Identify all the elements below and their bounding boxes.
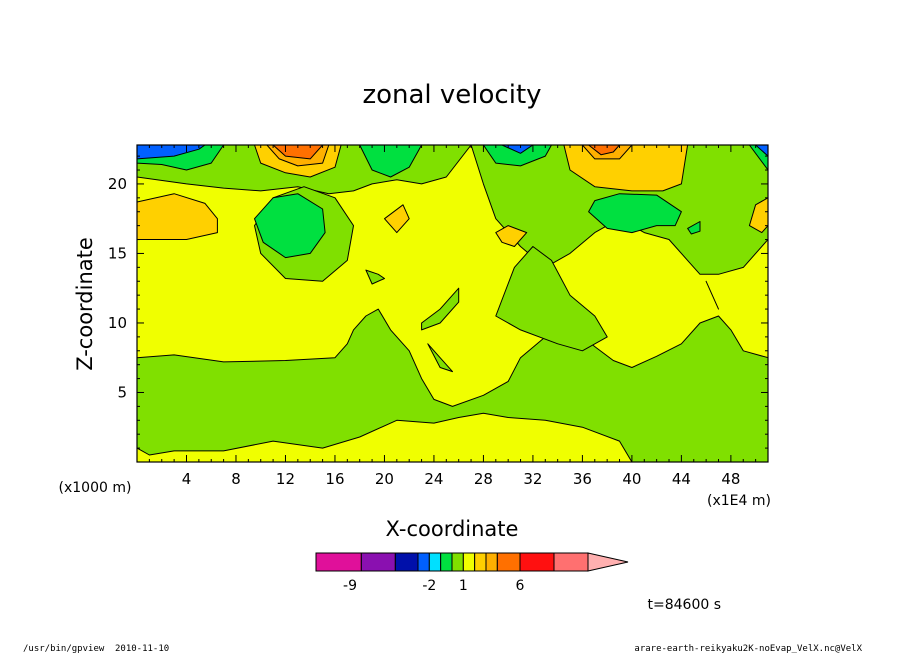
x-tick-label-6: 28	[474, 470, 493, 488]
contour-region-25	[748, 197, 768, 234]
colorbar-swatch-3	[417, 552, 430, 572]
contour-region-9	[705, 280, 719, 310]
x-axis: 4 8 12 16 20 24 28 32 36 40 44 48	[148, 145, 757, 488]
contour-region-18	[501, 145, 534, 154]
contour-fills	[137, 145, 768, 462]
contour-region-8	[427, 343, 453, 373]
colorbar-label-0: -9	[343, 578, 357, 594]
y-tick-label-0: 5	[117, 383, 127, 401]
x-tick-label-3: 16	[325, 470, 344, 488]
contour-region-19	[755, 145, 768, 157]
x-tick-label-10: 44	[672, 470, 691, 488]
x-tick-label-2: 12	[276, 470, 295, 488]
colorbar-swatch-1	[360, 552, 396, 572]
x-tick-label-5: 24	[424, 470, 443, 488]
contour-region-14	[588, 193, 682, 234]
colorbar-swatch-8	[474, 552, 487, 572]
contour-region-13	[482, 145, 552, 167]
x-tick-label-7: 32	[523, 470, 542, 488]
y-axis-label: Z-coordinate	[73, 237, 97, 371]
x-tick-label-8: 36	[573, 470, 592, 488]
contour-region-6	[421, 287, 460, 331]
colorbar-swatch-11	[519, 552, 555, 572]
contour-region-23	[495, 225, 528, 247]
x-axis-label: X-coordinate	[386, 517, 519, 541]
contour-region-29	[588, 145, 620, 156]
y-tick-label-1: 10	[108, 314, 127, 332]
contour-region-15	[687, 221, 701, 235]
colorbar-swatch-10	[496, 552, 521, 572]
colorbar-overflow-arrow	[587, 552, 629, 572]
y-unit-label: (x1000 m)	[59, 480, 132, 496]
y-tick-label-3: 20	[108, 175, 127, 193]
time-label: t=84600 s	[648, 597, 722, 613]
x-tick-label-0: 4	[182, 470, 192, 488]
footer-source: arare-earth-reikyaku2K-noEvap_VelX.nc@Ve…	[634, 644, 862, 654]
contour-region-17	[137, 145, 206, 160]
contour-region-12	[359, 145, 423, 178]
y-axis: 5 10 15 20	[108, 155, 768, 449]
contour-region-7	[365, 269, 385, 285]
colorbar-swatch-4	[428, 552, 442, 572]
footer-date: 2010-11-10	[115, 644, 169, 654]
y-tick-label-2: 15	[108, 244, 127, 262]
colorbar-label-3: 6	[516, 578, 525, 594]
colorbar-label-2: 1	[459, 578, 468, 594]
contour-region-11	[254, 193, 326, 259]
contour-region-20	[137, 193, 218, 240]
colorbar: -9 -2 1 6	[315, 552, 629, 594]
x-unit-label: (x1E4 m)	[707, 493, 771, 509]
contour-region-3	[495, 246, 608, 352]
colorbar-label-1: -2	[422, 578, 436, 594]
colorbar-swatch-2	[394, 552, 419, 572]
footer-program: /usr/bin/gpview	[23, 644, 105, 654]
colorbar-swatch-6	[451, 552, 464, 572]
colorbar-swatch-5	[440, 552, 453, 572]
colorbar-swatch-0	[315, 552, 362, 572]
x-tick-label-11: 48	[721, 470, 740, 488]
contour-region-24	[384, 204, 410, 234]
colorbar-swatch-9	[485, 552, 498, 572]
plot-frame	[136, 144, 769, 463]
x-tick-label-1: 8	[231, 470, 241, 488]
contour-region-1	[137, 308, 768, 462]
x-tick-label-4: 20	[375, 470, 394, 488]
colorbar-swatch-12	[553, 552, 589, 572]
colorbar-swatch-7	[462, 552, 476, 572]
x-tick-label-9: 40	[622, 470, 641, 488]
chart-title: zonal velocity	[362, 80, 541, 110]
